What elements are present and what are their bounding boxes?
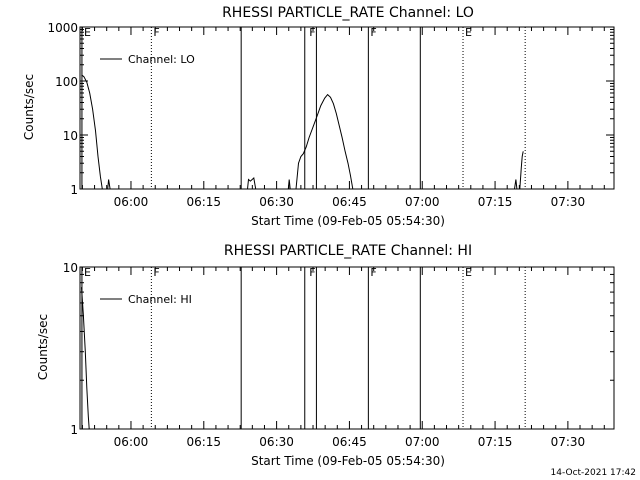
- lo-x-tick-label-3: 06:45: [332, 195, 367, 209]
- hi-y-tick-label-0: 1: [70, 423, 78, 437]
- lo-x-tick-label-6: 07:30: [551, 195, 586, 209]
- hi-x-tick-label-3: 06:45: [332, 435, 367, 449]
- lo-flag-4: E: [465, 26, 472, 39]
- hi-x-tick-label-5: 07:15: [478, 435, 513, 449]
- hi-y-tick-label-1: 10: [63, 261, 78, 275]
- hi-x-tick-label-4: 07:00: [405, 435, 440, 449]
- hi-legend-label: Channel: HI: [128, 293, 192, 306]
- lo-flag-1: F: [153, 26, 159, 39]
- hi-x-tick-label-0: 06:00: [114, 435, 149, 449]
- hi-x-axis-label: Start Time (09-Feb-05 05:54:30): [251, 454, 445, 468]
- lo-y-axis-label: Counts/sec: [22, 74, 36, 140]
- hi-plot-frame: [79, 266, 615, 430]
- lo-x-tick-label-5: 07:15: [478, 195, 513, 209]
- lo-y-tick-label-0: 1: [70, 183, 78, 197]
- lo-plot-frame: [79, 26, 615, 190]
- hi-x-tick-label-1: 06:15: [186, 435, 221, 449]
- lo-flag-3: F: [370, 26, 376, 39]
- lo-channel-panel: RHESSI PARTICLE_RATE Channel: LO Start T…: [22, 5, 615, 228]
- hi-chart-title: RHESSI PARTICLE_RATE Channel: HI: [224, 243, 472, 259]
- hi-flag-3: F: [370, 266, 376, 279]
- hi-series-line-0: [81, 287, 90, 430]
- lo-flag-2: F: [309, 26, 315, 39]
- hi-x-tick-label-2: 06:30: [259, 435, 294, 449]
- lo-x-axis-label: Start Time (09-Feb-05 05:54:30): [251, 214, 445, 228]
- lo-x-tick-label-1: 06:15: [186, 195, 221, 209]
- lo-x-tick-label-0: 06:00: [114, 195, 149, 209]
- generation-timestamp: 14-Oct-2021 17:42: [551, 468, 636, 478]
- hi-channel-panel: RHESSI PARTICLE_RATE Channel: HI Start T…: [36, 243, 615, 468]
- hi-x-tick-label-6: 07:30: [551, 435, 586, 449]
- lo-x-tick-label-4: 07:00: [405, 195, 440, 209]
- lo-chart-title: RHESSI PARTICLE_RATE Channel: LO: [222, 5, 474, 21]
- hi-flag-4: E: [465, 266, 472, 279]
- hi-flag-2: F: [309, 266, 315, 279]
- lo-legend-label: Channel: LO: [128, 53, 195, 66]
- hi-y-axis-label: Counts/sec: [36, 314, 50, 380]
- lo-y-tick-label-3: 1000: [47, 21, 78, 35]
- lo-series-line-0: [81, 74, 524, 190]
- lo-y-tick-label-2: 100: [55, 75, 78, 89]
- lo-x-tick-label-2: 06:30: [259, 195, 294, 209]
- hi-flag-0: E: [84, 266, 91, 279]
- hi-flag-1: F: [153, 266, 159, 279]
- lo-flag-0: E: [84, 26, 91, 39]
- lo-y-tick-label-1: 10: [63, 129, 78, 143]
